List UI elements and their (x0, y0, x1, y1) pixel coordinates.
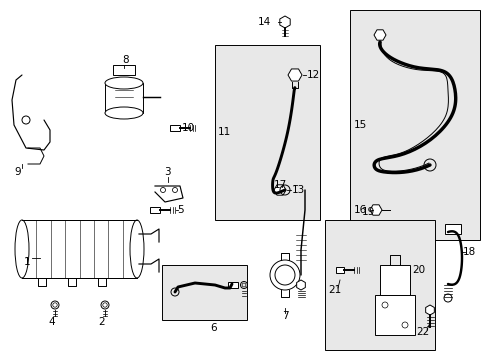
Polygon shape (369, 205, 381, 215)
Bar (170, 125, 180, 131)
Bar (297, 180, 311, 190)
Bar (162, 265, 246, 320)
Polygon shape (373, 30, 385, 40)
Text: 5: 5 (177, 205, 183, 215)
Polygon shape (273, 185, 285, 195)
Bar (105, 83, 142, 113)
Bar (150, 207, 160, 213)
Ellipse shape (105, 77, 142, 89)
Ellipse shape (130, 220, 143, 278)
Text: 3: 3 (163, 167, 170, 177)
Text: 13: 13 (291, 185, 305, 195)
Polygon shape (296, 280, 305, 290)
Bar (227, 282, 238, 288)
Text: 12: 12 (306, 70, 320, 80)
Text: 15: 15 (353, 120, 366, 130)
Text: 18: 18 (462, 247, 475, 257)
Bar (113, 65, 135, 75)
Bar (325, 220, 434, 350)
Bar (444, 224, 460, 234)
Text: 14: 14 (258, 17, 271, 27)
Text: 22: 22 (415, 327, 428, 337)
Text: 20: 20 (411, 265, 424, 275)
Polygon shape (287, 69, 302, 81)
Text: 8: 8 (122, 55, 128, 65)
Text: 21: 21 (327, 285, 341, 295)
Bar (379, 265, 409, 295)
Polygon shape (425, 305, 433, 315)
Ellipse shape (15, 220, 29, 278)
Text: 10: 10 (182, 123, 195, 133)
Text: 11: 11 (218, 127, 231, 137)
Text: 17: 17 (273, 180, 286, 190)
Text: 9: 9 (14, 167, 20, 177)
Text: 6: 6 (209, 323, 216, 333)
Bar (335, 267, 343, 273)
Polygon shape (279, 16, 289, 28)
Text: 7: 7 (282, 311, 288, 321)
Text: 16: 16 (353, 205, 366, 215)
Bar (215, 45, 319, 220)
Bar (349, 10, 479, 240)
Text: 2: 2 (98, 317, 104, 327)
Text: 4: 4 (48, 317, 55, 327)
Bar (374, 295, 414, 335)
Bar (22, 220, 137, 278)
Text: 19: 19 (361, 207, 374, 217)
Ellipse shape (105, 107, 142, 119)
Text: 1: 1 (24, 257, 31, 267)
